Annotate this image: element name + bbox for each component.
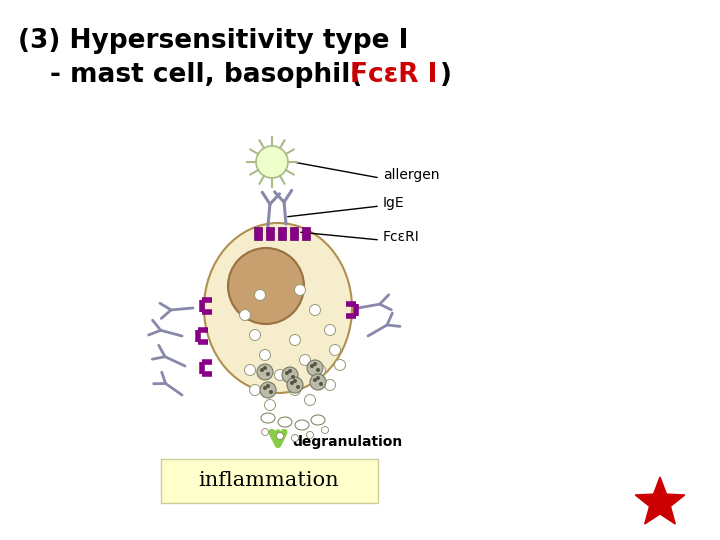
Circle shape — [310, 364, 314, 368]
Circle shape — [292, 435, 299, 442]
Text: IgE: IgE — [383, 196, 405, 210]
Circle shape — [291, 375, 295, 379]
Circle shape — [330, 345, 341, 355]
Circle shape — [305, 395, 315, 406]
Circle shape — [250, 384, 261, 395]
Circle shape — [288, 369, 292, 373]
Ellipse shape — [261, 413, 275, 423]
Circle shape — [313, 378, 317, 382]
Circle shape — [290, 381, 294, 385]
Circle shape — [245, 364, 256, 375]
Circle shape — [254, 289, 266, 300]
Circle shape — [325, 325, 336, 335]
Circle shape — [289, 334, 300, 346]
Circle shape — [276, 433, 284, 440]
Ellipse shape — [295, 420, 309, 430]
Circle shape — [315, 364, 325, 375]
Polygon shape — [635, 477, 685, 524]
Circle shape — [310, 374, 326, 390]
Circle shape — [310, 305, 320, 315]
FancyBboxPatch shape — [161, 459, 378, 503]
Text: FcεR I: FcεR I — [350, 62, 446, 88]
Bar — [254, 227, 262, 240]
Text: ): ) — [440, 62, 452, 88]
Circle shape — [316, 368, 320, 372]
Circle shape — [289, 384, 300, 395]
Text: allergen: allergen — [383, 168, 439, 182]
Ellipse shape — [204, 223, 352, 393]
Circle shape — [319, 382, 323, 386]
Circle shape — [307, 431, 313, 438]
Circle shape — [294, 285, 305, 295]
Circle shape — [257, 364, 273, 380]
Ellipse shape — [311, 415, 325, 425]
Bar — [266, 227, 274, 240]
Circle shape — [322, 427, 328, 434]
Circle shape — [250, 329, 261, 341]
Bar — [302, 227, 310, 240]
Circle shape — [264, 400, 276, 410]
Circle shape — [325, 380, 336, 390]
Circle shape — [307, 360, 323, 376]
Circle shape — [263, 366, 267, 370]
Circle shape — [256, 146, 288, 178]
Circle shape — [296, 385, 300, 389]
Text: - mast cell, basophil(: - mast cell, basophil( — [50, 62, 362, 88]
Circle shape — [266, 384, 270, 388]
Ellipse shape — [278, 417, 292, 427]
Circle shape — [240, 309, 251, 321]
Text: degranulation: degranulation — [292, 435, 402, 449]
Text: inflammation: inflammation — [199, 471, 339, 490]
Circle shape — [260, 368, 264, 372]
Circle shape — [263, 386, 267, 390]
Circle shape — [261, 429, 269, 435]
Text: (3) Hypersensitivity type I: (3) Hypersensitivity type I — [18, 28, 408, 54]
Circle shape — [316, 376, 320, 380]
Bar — [290, 227, 298, 240]
Circle shape — [300, 354, 310, 366]
Circle shape — [259, 349, 271, 361]
Circle shape — [266, 372, 270, 376]
Text: FcεRI: FcεRI — [383, 230, 420, 244]
Bar — [278, 227, 286, 240]
Circle shape — [274, 369, 286, 381]
Circle shape — [285, 371, 289, 375]
Circle shape — [293, 379, 297, 383]
Circle shape — [269, 390, 273, 394]
Circle shape — [282, 367, 298, 383]
Circle shape — [313, 362, 317, 366]
Circle shape — [287, 377, 303, 393]
Circle shape — [260, 382, 276, 398]
Circle shape — [228, 248, 304, 324]
Circle shape — [335, 360, 346, 370]
